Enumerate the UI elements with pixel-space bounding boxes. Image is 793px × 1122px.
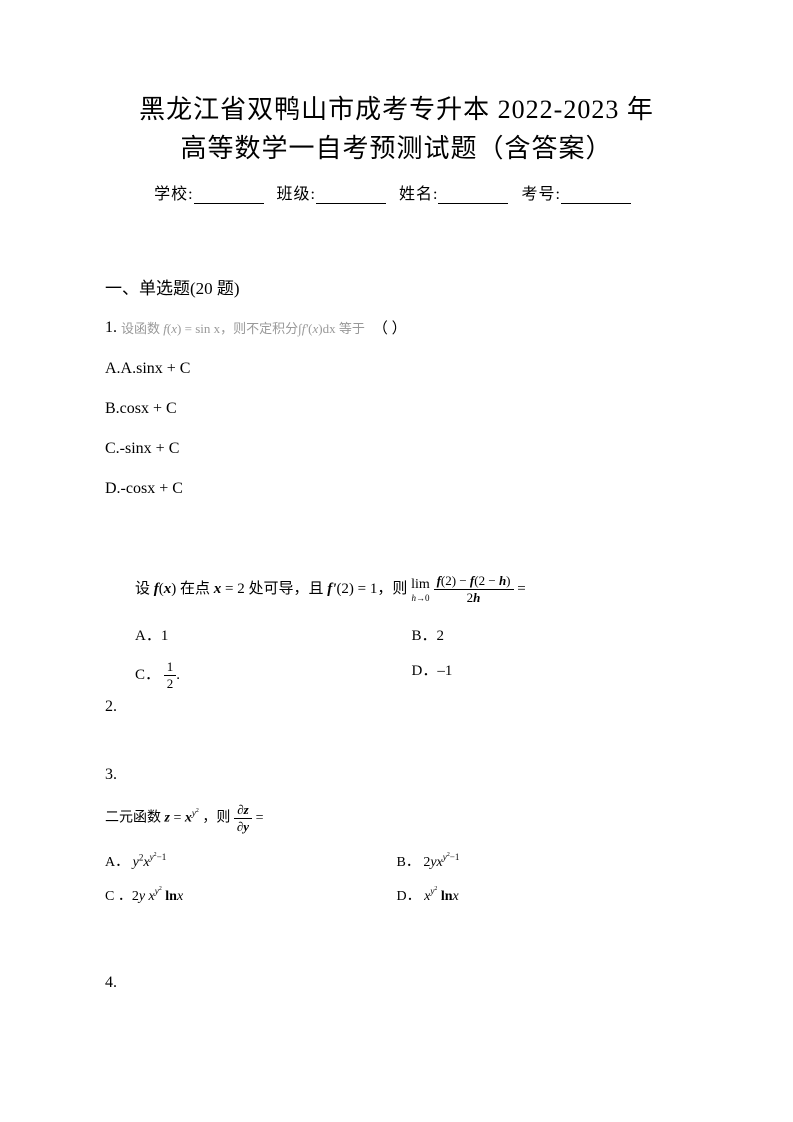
q2-number: 2. [105,698,688,716]
q2-stem: 设 f(x) 在点 x = 2 处可导，且 f'(2) = 1，则 limh→0… [135,573,688,606]
id-label: 考号: [521,186,560,203]
title-line-1: 黑龙江省双鸭山市成考专升本 2022-2023 年 [105,90,688,129]
school-blank[interactable] [194,186,264,204]
q3-option-b: B． 2yxy2−1 [397,851,689,871]
q3-option-d: D． xy2 lnx [397,885,689,905]
student-info-line: 学校: 班级: 姓名: 考号: [105,180,688,204]
q3-stem: 二元函数 z = xy2 ，则 ∂z∂y = [105,802,688,835]
id-blank[interactable] [561,186,631,204]
class-label: 班级: [277,186,316,203]
exam-title: 黑龙江省双鸭山市成考专升本 2022-2023 年 高等数学一自考预测试题（含答… [105,90,688,168]
name-label: 姓名: [399,186,438,203]
q1-option-d: D.-cosx + C [105,480,688,498]
title-line-2: 高等数学一自考预测试题（含答案） [105,129,688,168]
q1-option-c: C.-sinx + C [105,440,688,458]
question-1: 1. 设函数 f(x) = sin x，则不定积分∫f'(x)dx 等于 （ ） [105,317,688,338]
q4-number: 4. [105,974,688,992]
q1-option-a: A.A.sinx + C [105,360,688,378]
q3-number: 3. [105,766,688,784]
class-blank[interactable] [316,186,386,204]
name-blank[interactable] [438,186,508,204]
q2-option-d: D．–1 [412,659,689,692]
school-label: 学校: [154,186,193,203]
q3-option-a: A． y2xy2−1 [105,851,397,871]
q3-option-c: C ．2y xy2 lnx [105,885,397,905]
q1-option-b: B.cosx + C [105,400,688,418]
q1-number: 1. [105,319,117,337]
q1-paren: （ ） [373,317,407,338]
section-1-header: 一、单选题(20 题) [105,274,688,299]
q1-stem: 设函数 f(x) = sin x，则不定积分∫f'(x)dx 等于 [121,318,365,337]
q2-option-c: C． 12. [135,659,412,692]
q2-options: A．1 B．2 C． 12. D．–1 [135,624,688,706]
q3-options: A． y2xy2−1 B． 2yxy2−1 C ．2y xy2 lnx D． x… [105,851,688,919]
q2-option-b: B．2 [412,624,689,645]
q2-option-a: A．1 [135,624,412,645]
question-2-block: 设 f(x) 在点 x = 2 处可导，且 f'(2) = 1，则 limh→0… [135,573,688,706]
